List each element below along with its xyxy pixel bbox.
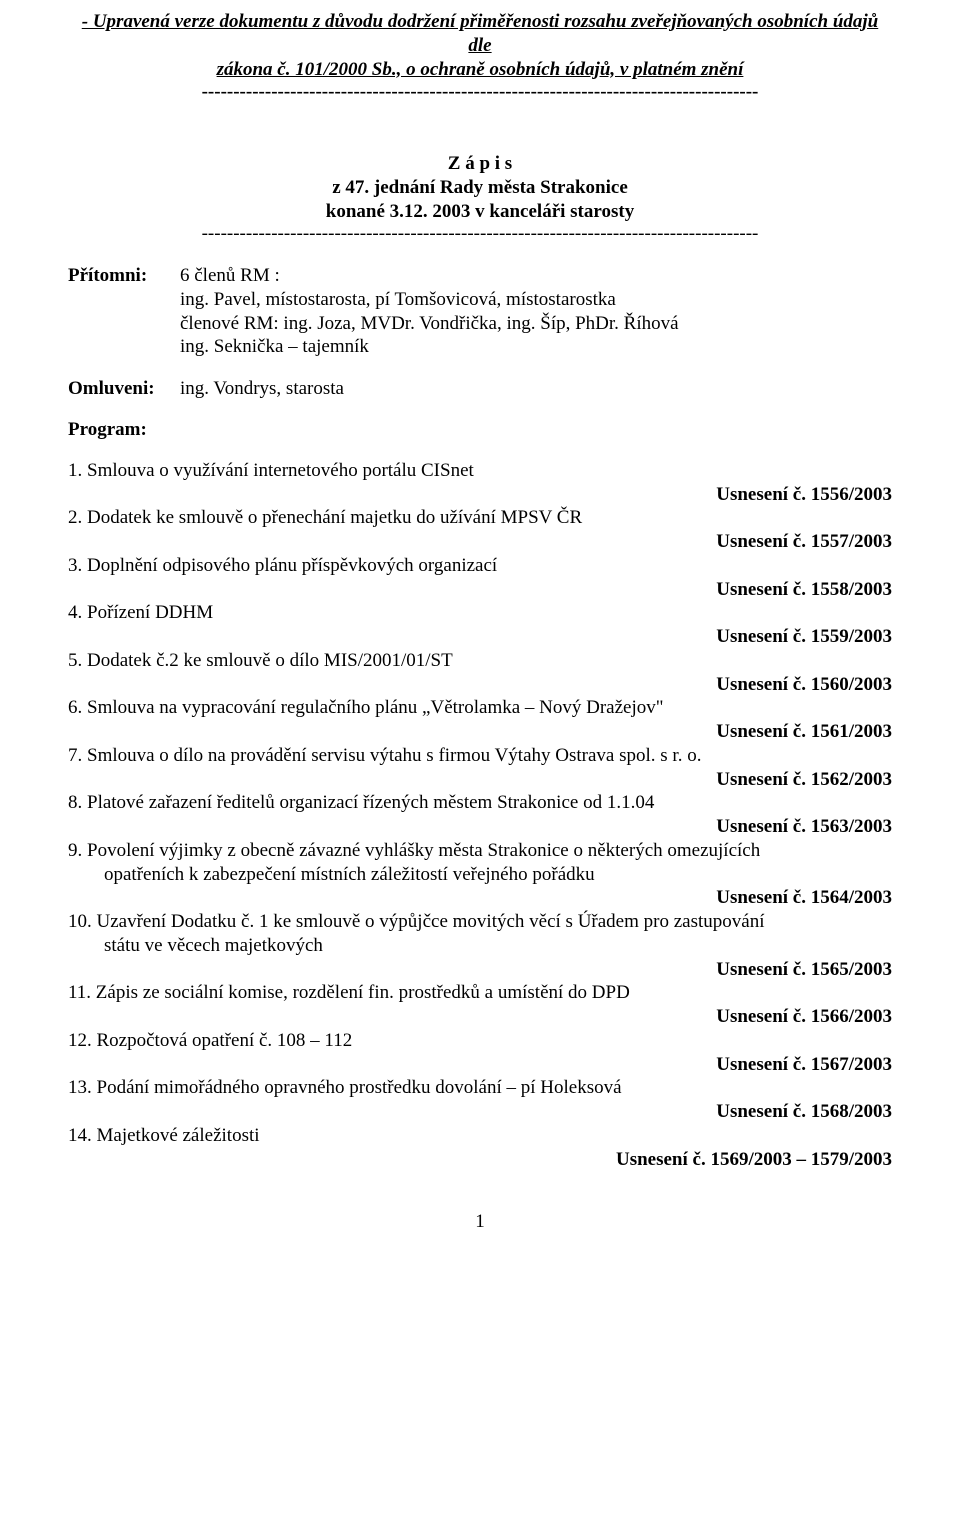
agenda-item: 7. Smlouva o dílo na provádění servisu v… — [68, 744, 892, 768]
excused-content: ing. Vondrys, starosta — [180, 377, 344, 401]
attendees-section: Přítomni: 6 členů RM : ing. Pavel, místo… — [68, 264, 892, 401]
agenda-item: 14. Majetkové záležitosti — [68, 1124, 892, 1148]
agenda-item: 9. Povolení výjimky z obecně závazné vyh… — [68, 839, 892, 863]
resolution-line: Usnesení č. 1561/2003 — [68, 720, 892, 744]
resolution-line: Usnesení č. 1563/2003 — [68, 815, 892, 839]
agenda-item: státu ve věcech majetkových — [68, 934, 892, 958]
resolution-line: Usnesení č. 1564/2003 — [68, 886, 892, 910]
attendees-line-1: 6 členů RM : — [180, 264, 892, 288]
agenda-item: 12. Rozpočtová opatření č. 108 – 112 — [68, 1029, 892, 1053]
excused-label: Omluveni: — [68, 377, 180, 401]
program-heading: Program: — [68, 419, 892, 441]
agenda-item: 10. Uzavření Dodatku č. 1 ke smlouvě o v… — [68, 910, 892, 934]
agenda-item: 4. Pořízení DDHM — [68, 601, 892, 625]
agenda-item: 13. Podání mimořádného opravného prostře… — [68, 1076, 892, 1100]
agenda-list: 1. Smlouva o využívání internetového por… — [68, 459, 892, 1172]
agenda-item: opatřeních k zabezpečení místních záleži… — [68, 863, 892, 887]
attendees-line-3: členové RM: ing. Joza, MVDr. Vondřička, … — [180, 312, 892, 336]
resolution-line: Usnesení č. 1560/2003 — [68, 673, 892, 697]
attendees-line-4: ing. Seknička – tajemník — [180, 335, 892, 359]
agenda-item: 6. Smlouva na vypracování regulačního pl… — [68, 696, 892, 720]
excused-section: Omluveni: ing. Vondrys, starosta — [68, 377, 892, 401]
agenda-item: 2. Dodatek ke smlouvě o přenechání majet… — [68, 506, 892, 530]
resolution-line: Usnesení č. 1566/2003 — [68, 1005, 892, 1029]
agenda-item: 3. Doplnění odpisového plánu příspěvkový… — [68, 554, 892, 578]
resolution-line: Usnesení č. 1569/2003 – 1579/2003 — [68, 1148, 892, 1172]
title-line-1: Z á p i s — [68, 152, 892, 176]
resolution-line: Usnesení č. 1559/2003 — [68, 625, 892, 649]
attendees-label: Přítomni: — [68, 264, 180, 359]
agenda-item: 5. Dodatek č.2 ke smlouvě o dílo MIS/200… — [68, 649, 892, 673]
agenda-item: 1. Smlouva o využívání internetového por… — [68, 459, 892, 483]
title-line-2: z 47. jednání Rady města Strakonice — [68, 176, 892, 200]
agenda-item: 11. Zápis ze sociální komise, rozdělení … — [68, 981, 892, 1005]
attendees-content: 6 členů RM : ing. Pavel, místostarosta, … — [180, 264, 892, 359]
resolution-line: Usnesení č. 1568/2003 — [68, 1100, 892, 1124]
title-block: Z á p i s z 47. jednání Rady města Strak… — [68, 152, 892, 223]
page-number: 1 — [68, 1211, 892, 1233]
agenda-item: 8. Platové zařazení ředitelů organizací … — [68, 791, 892, 815]
header-divider: ----------------------------------------… — [68, 81, 892, 104]
resolution-line: Usnesení č. 1562/2003 — [68, 768, 892, 792]
title-line-3: konané 3.12. 2003 v kanceláři starosty — [68, 200, 892, 224]
resolution-line: Usnesení č. 1557/2003 — [68, 530, 892, 554]
resolution-line: Usnesení č. 1565/2003 — [68, 958, 892, 982]
attendees-line-2: ing. Pavel, místostarosta, pí Tomšovicov… — [180, 288, 892, 312]
resolution-line: Usnesení č. 1556/2003 — [68, 483, 892, 507]
resolution-line: Usnesení č. 1567/2003 — [68, 1053, 892, 1077]
title-divider: ----------------------------------------… — [68, 223, 892, 246]
document-page: - Upravená verze dokumentu z důvodu dodr… — [0, 0, 960, 1273]
header-line-2: zákona č. 101/2000 Sb., o ochraně osobní… — [68, 58, 892, 82]
header-notice: - Upravená verze dokumentu z důvodu dodr… — [68, 10, 892, 81]
header-line-1: - Upravená verze dokumentu z důvodu dodr… — [68, 10, 892, 58]
resolution-line: Usnesení č. 1558/2003 — [68, 578, 892, 602]
